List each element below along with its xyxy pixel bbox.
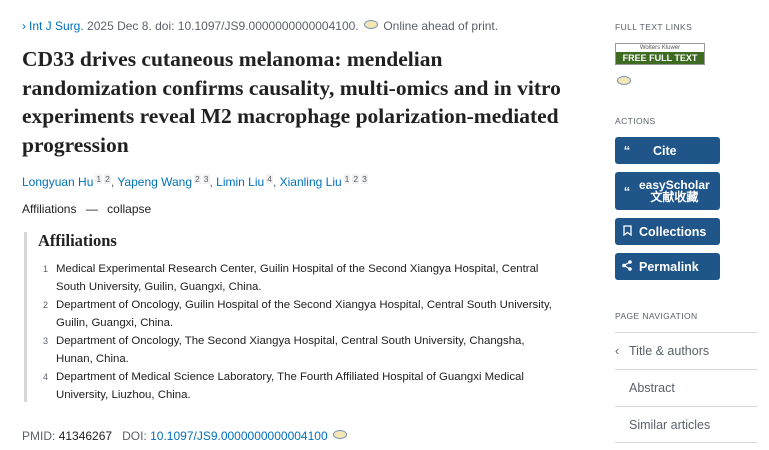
affiliations-toggle-label: Affiliations	[22, 202, 77, 216]
easyscholar-icon[interactable]	[332, 430, 347, 439]
nav-similar-articles[interactable]: Similar articles	[615, 406, 757, 443]
share-icon	[615, 259, 639, 274]
affiliation-text: Department of Oncology, Guilin Hospital …	[56, 299, 552, 329]
affiliation-text: Medical Experimental Research Center, Gu…	[56, 263, 539, 293]
identifiers: PMID: 41346267 DOI: 10.1097/JS9.00000000…	[22, 429, 349, 443]
affiliation-ref[interactable]: 3	[202, 174, 210, 184]
collections-button[interactable]: Collections	[615, 218, 720, 245]
affiliation-text: Department of Medical Science Laboratory…	[56, 371, 524, 401]
affiliation-item: 2 Department of Oncology, Guilin Hospital…	[38, 296, 558, 332]
affiliations-toggle[interactable]: Affiliations — collapse	[22, 202, 151, 216]
affiliation-number: 1	[43, 264, 49, 274]
doi-link[interactable]: 10.1097/JS9.0000000000004100	[150, 429, 328, 443]
easyscholar-button[interactable]: “ easyScholar 文献收藏	[615, 172, 720, 210]
author-link[interactable]: Longyuan Hu	[22, 175, 94, 189]
quote-icon: “	[623, 143, 631, 158]
pmid-label: PMID:	[22, 429, 56, 443]
badge-label: FREE FULL TEXT	[616, 52, 704, 64]
easyscholar-icon[interactable]	[617, 76, 631, 85]
nav-label: Title & authors	[629, 344, 710, 358]
citation-date: 2025 Dec 8.	[87, 19, 152, 33]
actions-heading: ACTIONS	[615, 116, 656, 126]
citation-line: › Int J Surg. 2025 Dec 8. doi: 10.1097/JS…	[22, 19, 498, 33]
affiliation-number: 4	[43, 372, 49, 382]
author-list: Longyuan Hu 1 2, Yapeng Wang 2 3, Limin Liu 4…	[22, 174, 368, 189]
button-label-cn: 文献收藏	[650, 190, 699, 204]
article-title: CD33 drives cutaneous melanoma: mendelia…	[22, 47, 561, 157]
affiliation-item: 1 Medical Experimental Research Center, G…	[38, 260, 558, 296]
pmid-value: 41346267	[58, 429, 113, 443]
nav-title-authors[interactable]: ‹ Title & authors	[615, 332, 757, 369]
button-label: easyScholar	[639, 178, 710, 192]
free-full-text-badge[interactable]: Wolters Kluwer FREE FULL TEXT	[615, 43, 705, 65]
citation-doi: doi: 10.1097/JS9.0000000000004100.	[155, 19, 359, 33]
affiliation-number: 2	[43, 300, 49, 310]
permalink-button[interactable]: Permalink	[615, 253, 720, 280]
affiliation-number: 3	[43, 336, 49, 346]
author-link[interactable]: Xianling Liu	[279, 175, 342, 189]
affiliation-ref[interactable]: 3	[361, 174, 368, 184]
nav-label: Similar articles	[629, 418, 711, 432]
full-text-links-heading: FULL TEXT LINKS	[615, 22, 693, 32]
affiliations-panel: Affiliations 1 Medical Experimental Resea…	[24, 232, 558, 402]
collapse-link[interactable]: collapse	[107, 202, 152, 216]
affiliation-item: 3 Department of Oncology, The Second Xian…	[38, 332, 558, 368]
bookmark-icon	[615, 224, 639, 239]
button-label: Collections	[639, 224, 707, 239]
page-navigation-heading: PAGE NAVIGATION	[615, 311, 698, 321]
citation-status: Online ahead of print.	[383, 19, 499, 33]
quote-icon: “	[623, 183, 631, 199]
cite-button[interactable]: “ Cite	[615, 137, 720, 164]
affiliation-ref[interactable]: 2	[194, 174, 201, 184]
badge-brand: Wolters Kluwer	[616, 44, 704, 52]
affiliation-ref[interactable]: 1	[95, 174, 103, 184]
chevron-left-icon: ‹	[615, 344, 620, 358]
affiliation-text: Department of Oncology, The Second Xiang…	[56, 335, 525, 365]
affiliation-ref[interactable]: 1	[343, 174, 351, 184]
author-link[interactable]: Yapeng Wang	[117, 175, 193, 189]
doi-label: DOI:	[122, 429, 147, 443]
nav-abstract[interactable]: Abstract	[615, 369, 757, 406]
affiliation-ref[interactable]: 4	[266, 174, 273, 184]
dash: —	[85, 202, 98, 216]
affiliation-ref[interactable]: 2	[104, 174, 111, 184]
affiliation-ref[interactable]: 2	[352, 174, 360, 184]
easyscholar-icon[interactable]	[363, 20, 378, 29]
affiliations-heading: Affiliations	[38, 231, 117, 250]
journal-link[interactable]: Int J Surg.	[29, 19, 84, 33]
nav-label: Abstract	[629, 381, 675, 395]
button-label: Cite	[653, 143, 677, 158]
author-link[interactable]: Limin Liu	[216, 175, 265, 189]
button-label: Permalink	[639, 259, 699, 274]
chevron-right-icon: ›	[22, 19, 26, 33]
affiliation-item: 4 Department of Medical Science Laborator…	[38, 368, 558, 404]
